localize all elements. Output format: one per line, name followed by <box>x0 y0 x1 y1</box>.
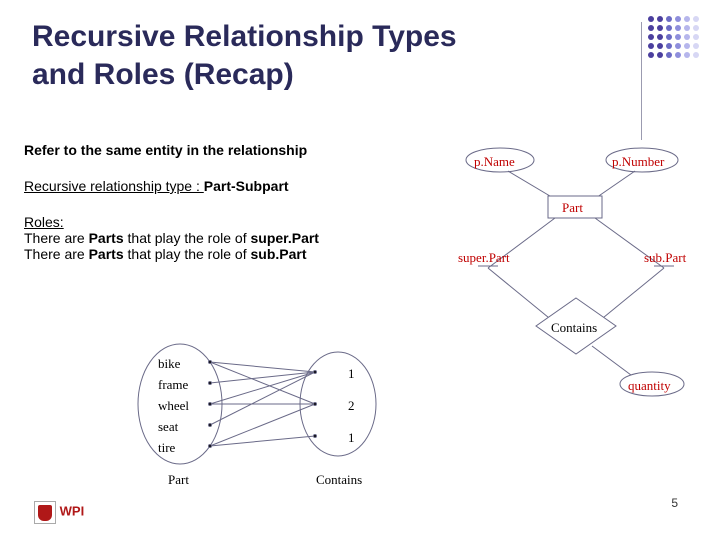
set-right-item: 1 <box>348 366 355 382</box>
role-line-1: There are Parts that play the role of su… <box>24 230 319 246</box>
set-right-item: 1 <box>348 430 355 446</box>
rec-type-label: Recursive relationship type : <box>24 178 204 194</box>
title-line-2: and Roles (Recap) <box>32 58 294 91</box>
set-left-item: seat <box>158 419 178 435</box>
set-diagram: bike frame wheel seat tire 1 2 1 Part Contains <box>120 338 420 498</box>
er-rel-contains: Contains <box>551 320 597 336</box>
set-left-item: bike <box>158 356 180 372</box>
er-role-super: super.Part <box>458 250 510 266</box>
er-attr-pname: p.Name <box>474 154 515 170</box>
er-diagram: p.Name p.Number Part super.Part sub.Part… <box>460 140 710 400</box>
er-attr-pnumber: p.Number <box>612 154 664 170</box>
roles-block: Roles: There are Parts that play the rol… <box>24 214 319 262</box>
er-svg <box>460 140 710 400</box>
page-number: 5 <box>671 496 678 510</box>
recursive-type-text: Recursive relationship type : Part-Subpa… <box>24 178 289 194</box>
set-right-label: Contains <box>316 472 362 488</box>
decorative-dot-grid <box>646 14 700 59</box>
roles-heading: Roles: <box>24 214 64 230</box>
er-role-sub: sub.Part <box>644 250 686 266</box>
slide-title: Recursive Relationship Types and Roles (… <box>32 18 457 93</box>
set-left-item: tire <box>158 440 175 456</box>
vertical-divider <box>641 22 642 140</box>
er-entity-part: Part <box>562 200 583 216</box>
wpi-logo: WPI <box>34 501 84 524</box>
logo-text: WPI <box>60 504 85 519</box>
shield-icon <box>38 505 52 521</box>
set-left-label: Part <box>168 472 189 488</box>
set-left-item: frame <box>158 377 188 393</box>
role-line-2: There are Parts that play the role of su… <box>24 246 307 262</box>
title-line-1: Recursive Relationship Types <box>32 20 457 53</box>
rec-type-value: Part-Subpart <box>204 178 289 194</box>
er-attr-quantity: quantity <box>628 378 671 394</box>
set-left-item: wheel <box>158 398 189 414</box>
intro-text: Refer to the same entity in the relation… <box>24 142 307 158</box>
set-right-item: 2 <box>348 398 355 414</box>
